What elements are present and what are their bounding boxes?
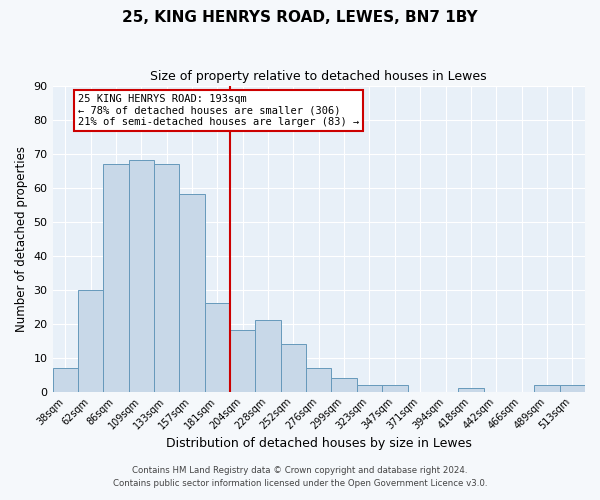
- Bar: [154, 164, 179, 392]
- Bar: [179, 194, 205, 392]
- X-axis label: Distribution of detached houses by size in Lewes: Distribution of detached houses by size …: [166, 437, 472, 450]
- Text: 25, KING HENRYS ROAD, LEWES, BN7 1BY: 25, KING HENRYS ROAD, LEWES, BN7 1BY: [122, 10, 478, 25]
- Bar: [256, 320, 281, 392]
- Bar: [534, 385, 560, 392]
- Text: Contains HM Land Registry data © Crown copyright and database right 2024.
Contai: Contains HM Land Registry data © Crown c…: [113, 466, 487, 487]
- Bar: [560, 385, 585, 392]
- Bar: [230, 330, 256, 392]
- Bar: [306, 368, 331, 392]
- Bar: [103, 164, 128, 392]
- Bar: [357, 385, 382, 392]
- Bar: [78, 290, 103, 392]
- Bar: [128, 160, 154, 392]
- Title: Size of property relative to detached houses in Lewes: Size of property relative to detached ho…: [151, 70, 487, 83]
- Y-axis label: Number of detached properties: Number of detached properties: [15, 146, 28, 332]
- Bar: [53, 368, 78, 392]
- Text: 25 KING HENRYS ROAD: 193sqm
← 78% of detached houses are smaller (306)
21% of se: 25 KING HENRYS ROAD: 193sqm ← 78% of det…: [78, 94, 359, 128]
- Bar: [382, 385, 407, 392]
- Bar: [281, 344, 306, 392]
- Bar: [205, 303, 230, 392]
- Bar: [458, 388, 484, 392]
- Bar: [331, 378, 357, 392]
